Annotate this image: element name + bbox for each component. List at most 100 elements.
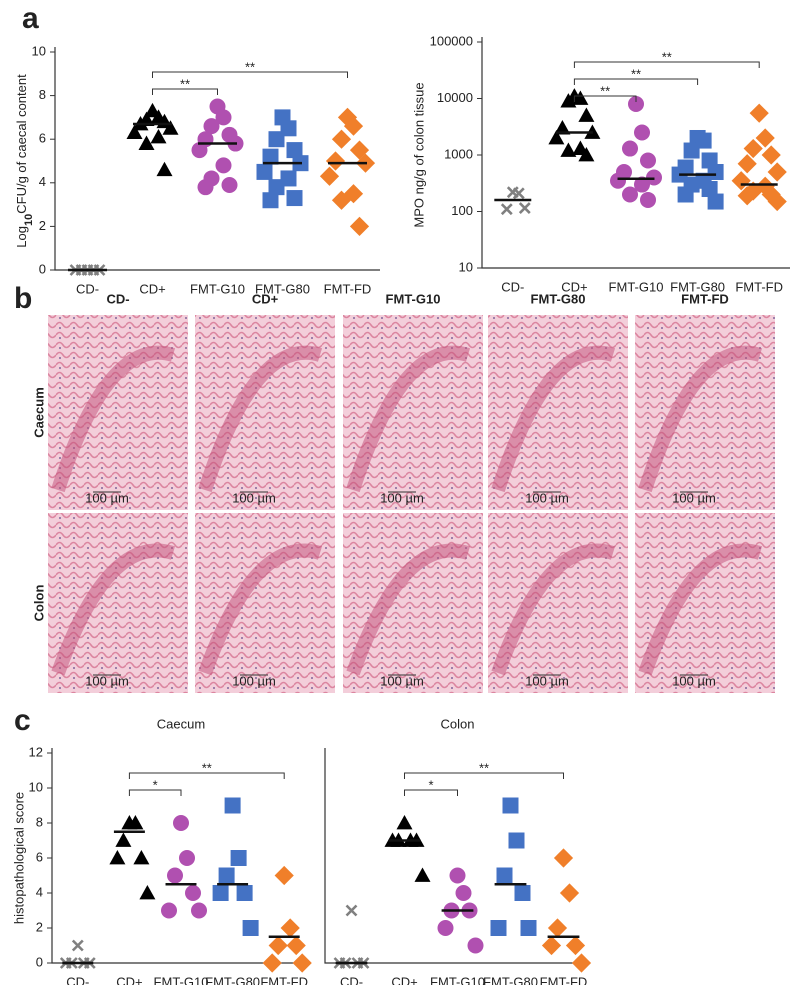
point (518, 202, 531, 214)
point (197, 179, 214, 196)
point (640, 152, 656, 169)
point (449, 867, 466, 884)
point (268, 131, 285, 148)
scale-label: 100 µm (525, 673, 569, 688)
tissue-fold (491, 543, 616, 676)
point (331, 129, 352, 149)
point (115, 832, 132, 847)
point (236, 885, 253, 901)
point (173, 815, 189, 831)
y-axis-label-part: 10 (23, 214, 35, 226)
histology-image (48, 513, 188, 693)
scale-label: 100 µm (232, 673, 276, 688)
x-tick-label: CD+ (139, 281, 165, 296)
y-tick-label: 2 (39, 218, 46, 233)
point (565, 935, 586, 956)
point (634, 124, 650, 141)
point (500, 203, 513, 216)
row-label: Caecum (31, 387, 46, 438)
point (319, 166, 340, 186)
significance-label: ** (631, 66, 641, 81)
point (292, 953, 312, 973)
point (262, 192, 279, 209)
chart-title: Colon (441, 716, 475, 731)
point (162, 120, 179, 135)
point (737, 154, 757, 174)
point (133, 850, 150, 865)
y-tick-label: 8 (39, 87, 46, 102)
point (256, 163, 273, 180)
x-tick-label: CD+ (391, 974, 417, 985)
point (215, 157, 232, 174)
point (331, 190, 352, 210)
x-tick-label: FMT-G10 (430, 974, 485, 985)
point (572, 90, 589, 105)
y-tick-label: 6 (39, 131, 46, 146)
x-tick-label: FMT-G10 (190, 281, 245, 296)
y-tick-label: 10 (32, 43, 46, 58)
point (767, 191, 787, 212)
point (755, 128, 775, 148)
x-tick-label: FMT-G10 (154, 974, 209, 985)
x-tick-label: FMT-FD (260, 974, 308, 985)
axis-line (324, 748, 590, 964)
point (268, 179, 285, 196)
y-tick-label: 4 (36, 884, 43, 899)
point (414, 867, 431, 882)
y-tick-label: 2 (36, 919, 43, 934)
point (224, 797, 241, 814)
y-tick-label: 10 (29, 779, 43, 794)
point (578, 107, 595, 122)
tissue-fold (51, 543, 176, 676)
scale-label: 100 µm (85, 490, 129, 505)
point (743, 138, 763, 159)
point (508, 832, 525, 849)
point (127, 815, 144, 830)
scale-label: 100 µm (232, 490, 276, 505)
significance-bracket (152, 71, 348, 78)
tissue-fold (491, 345, 616, 493)
x-tick-label: CD- (66, 974, 89, 985)
x-tick-label: CD+ (116, 974, 142, 985)
scale-label: 100 µm (672, 673, 716, 688)
y-tick-label: 10000 (437, 90, 473, 105)
tissue-fold (51, 345, 176, 493)
column-label: FMT-G80 (531, 291, 586, 306)
significance-label: ** (662, 49, 672, 64)
significance-bracket (404, 789, 458, 796)
histology-image (48, 315, 188, 510)
point (467, 937, 484, 954)
x-tick-label: CD- (501, 279, 524, 294)
histology-image (343, 315, 483, 510)
significance-label: * (153, 777, 158, 792)
point (215, 109, 232, 126)
point (737, 186, 757, 206)
chart-title: Caecum (157, 716, 205, 731)
significance-label: ** (245, 59, 255, 74)
point (634, 176, 650, 193)
x-tick-label: CD- (340, 974, 363, 985)
point (150, 129, 167, 144)
tissue-fold (198, 543, 323, 676)
y-axis-label: histopathological score (11, 792, 26, 924)
point (212, 885, 229, 901)
point (139, 885, 156, 900)
point (455, 885, 472, 901)
x-tick-label: FMT-FD (324, 281, 372, 296)
point (560, 142, 577, 157)
point (761, 145, 781, 165)
point (343, 116, 364, 136)
point (280, 918, 300, 938)
y-tick-label: 10 (459, 259, 473, 274)
histology-image (195, 315, 335, 510)
row-label: Colon (31, 585, 46, 622)
y-axis-label: MPO ng/g of colon tissue (411, 82, 426, 227)
significance-label: ** (479, 760, 489, 775)
x-tick-label: FMT-FD (735, 279, 783, 294)
significance-bracket (573, 78, 699, 85)
point (683, 142, 700, 159)
point (191, 902, 207, 919)
column-label: CD- (106, 291, 129, 306)
point (138, 135, 155, 150)
